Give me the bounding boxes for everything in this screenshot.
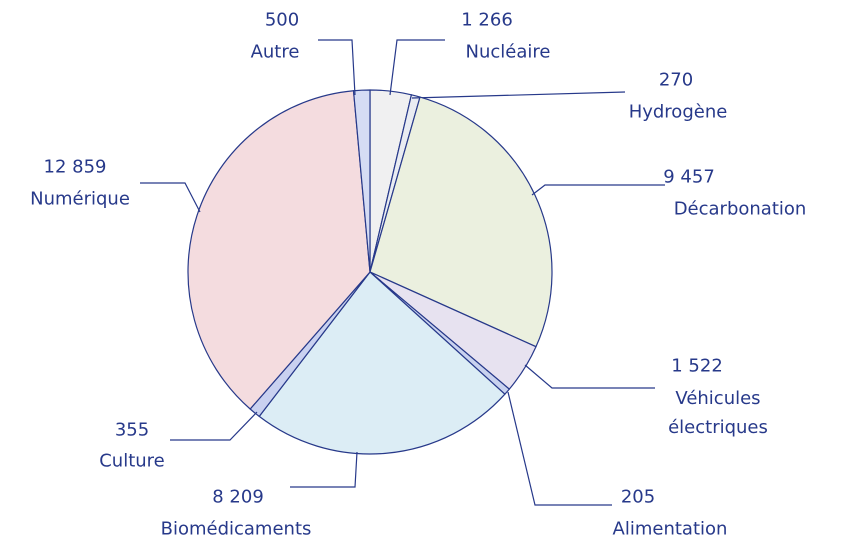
value-label: 8 209 [212, 486, 264, 508]
value-label: 12 859 [43, 156, 107, 178]
slice-label: Culture [99, 450, 165, 472]
value-label: 9 457 [663, 166, 715, 188]
pie-slice [258, 271, 506, 455]
slice-label: Biomédicaments [160, 518, 312, 540]
value-label: 355 [114, 419, 150, 441]
slice-label: Hydrogène [628, 101, 728, 123]
value-label: 205 [620, 486, 656, 508]
leader-line [507, 391, 612, 506]
value-label: 1 266 [461, 9, 513, 31]
pie-slice [369, 96, 553, 348]
slice-label: Numérique [30, 188, 130, 210]
slice-label: Alimentation [612, 518, 728, 540]
leader-line [290, 451, 358, 488]
slice-label: Autre [250, 41, 300, 63]
leader-line [318, 39, 356, 96]
value-label: 1 522 [671, 355, 723, 377]
slice-label: Décarbonation [673, 198, 807, 220]
value-label: 500 [264, 9, 300, 31]
value-label: 270 [658, 69, 694, 91]
pie-slice [352, 89, 371, 273]
leader-line [531, 184, 665, 196]
leader-line [411, 91, 626, 99]
leader-line [140, 182, 201, 213]
pie-slice [187, 90, 371, 410]
slice-label: Véhicules électriques [668, 388, 768, 438]
leader-line [389, 39, 445, 96]
slice-label: Nucléaire [465, 41, 551, 63]
leader-line [524, 364, 655, 389]
leader-line [170, 411, 258, 441]
